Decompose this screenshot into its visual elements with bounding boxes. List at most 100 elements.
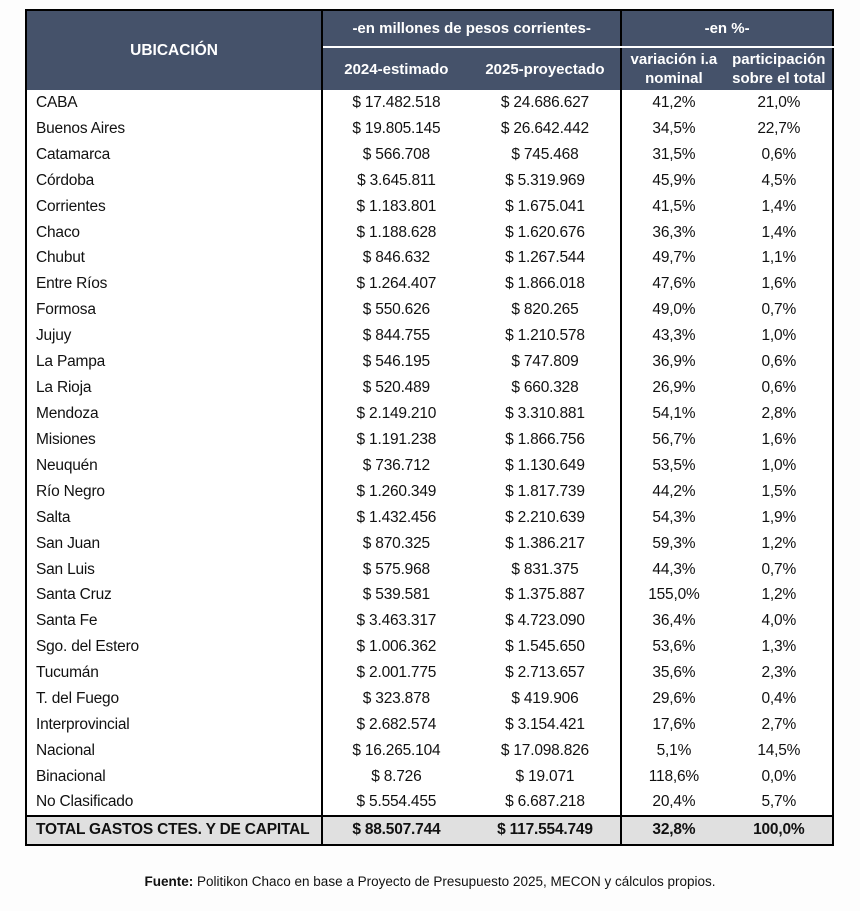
- row-value: $ 19.805.145: [352, 119, 441, 137]
- row-location: Corrientes: [26, 193, 324, 220]
- row-value: 2,8%: [761, 405, 797, 423]
- row-value: $ 1.432.456: [356, 508, 437, 526]
- table-row: San Juan $ 870.325 $ 1.386.217 59,3% 1,2%: [26, 530, 833, 557]
- row-value: 53,5%: [620, 452, 726, 479]
- row-value: $ 1.866.756: [505, 430, 585, 448]
- row-value: 1,1%: [761, 249, 797, 267]
- row-location: Río Negro: [26, 478, 324, 505]
- row-value: 36,9%: [620, 349, 726, 376]
- row-value: 43,3%: [620, 323, 726, 350]
- row-location: No Clasificado: [26, 789, 324, 816]
- total-2024: $ 88.507.744: [322, 814, 470, 845]
- row-value: 4,0%: [761, 612, 797, 630]
- row-value: $ 1.817.739: [505, 482, 585, 500]
- row-location: Interprovincial: [26, 712, 324, 739]
- table-row: La Rioja $ 520.489 $ 660.328 26,9% 0,6%: [26, 375, 833, 402]
- total-variacion: 32,8%: [620, 814, 726, 845]
- row-location: Sgo. del Estero: [26, 634, 324, 661]
- row-value: $ 3.463.317: [356, 612, 437, 630]
- row-value: 1,2%: [761, 534, 797, 552]
- row-value: $ 1.188.628: [356, 223, 437, 241]
- header-col-participacion: participación sobre el total: [725, 47, 833, 90]
- row-value: $ 1.183.801: [356, 197, 437, 215]
- row-value: 1,3%: [761, 638, 797, 656]
- row-location: San Luis: [26, 556, 324, 583]
- row-value: $ 1.006.362: [356, 638, 437, 656]
- table-row: CABA $ 17.482.518 $ 24.686.627 41,2% 21,0%: [26, 90, 833, 116]
- row-value: $ 846.632: [362, 249, 430, 267]
- row-value: 0,6%: [761, 379, 797, 397]
- budget-table: UBICACIÓN -en millones de pesos corrient…: [25, 9, 834, 846]
- row-value: $ 1.191.238: [356, 430, 437, 448]
- row-value: $ 870.325: [362, 534, 430, 552]
- row-value: 44,3%: [620, 556, 726, 583]
- row-location: La Rioja: [26, 375, 324, 402]
- row-value: $ 2.001.775: [356, 664, 437, 682]
- table-row: Santa Fe $ 3.463.317 $ 4.723.090 36,4% 4,0%: [26, 608, 833, 635]
- row-value: 49,0%: [620, 297, 726, 324]
- row-value: 1,0%: [761, 456, 797, 474]
- source-label: Fuente:: [144, 874, 194, 889]
- table-row: Chubut $ 846.632 $ 1.267.544 49,7% 1,1%: [26, 245, 833, 272]
- row-value: $ 5.319.969: [505, 171, 585, 189]
- row-value: 1,0%: [761, 327, 797, 345]
- row-value: $ 844.755: [362, 327, 430, 345]
- row-value: 5,1%: [620, 738, 726, 764]
- row-value: 44,2%: [620, 478, 726, 505]
- table-row: Entre Ríos $ 1.264.407 $ 1.866.018 47,6% 1,6…: [26, 271, 833, 298]
- row-value: 53,6%: [620, 634, 726, 661]
- row-value: $ 24.686.627: [500, 93, 589, 111]
- row-value: $ 17.098.826: [500, 742, 589, 759]
- total-label: TOTAL GASTOS CTES. Y DE CAPITAL: [26, 814, 324, 845]
- row-value: $ 1.386.217: [505, 534, 585, 552]
- row-location: Jujuy: [26, 323, 324, 350]
- table-row: Neuquén $ 736.712 $ 1.130.649 53,5% 1,0%: [26, 452, 833, 479]
- row-value: $ 745.468: [511, 145, 579, 163]
- row-value: 0,4%: [761, 690, 797, 708]
- row-value: 0,6%: [761, 353, 797, 371]
- row-value: $ 575.968: [362, 560, 430, 578]
- row-value: 0,6%: [761, 145, 797, 163]
- row-value: 1,9%: [761, 508, 797, 526]
- header-col-2025: 2025-proyectado: [469, 47, 622, 90]
- row-value: $ 1.675.041: [505, 197, 585, 215]
- row-value: $ 1.260.349: [356, 482, 437, 500]
- table-row: Tucumán $ 2.001.775 $ 2.713.657 35,6% 2,3%: [26, 660, 833, 687]
- total-participacion: 100,0%: [725, 814, 833, 845]
- table-row: San Luis $ 575.968 $ 831.375 44,3% 0,7%: [26, 556, 833, 583]
- row-value: 1,4%: [761, 223, 797, 241]
- row-value: 1,2%: [761, 586, 797, 604]
- table-body: CABA $ 17.482.518 $ 24.686.627 41,2% 21,0% Bu…: [26, 90, 833, 816]
- row-location: Salta: [26, 504, 324, 531]
- row-value: $ 1.620.676: [505, 223, 585, 241]
- row-value: 21,0%: [757, 93, 801, 111]
- row-location: Nacional: [26, 738, 324, 764]
- row-value: 17,6%: [620, 712, 726, 739]
- row-value: $ 17.482.518: [352, 93, 441, 111]
- row-value: $ 1.264.407: [356, 275, 437, 293]
- row-value: 36,3%: [620, 219, 726, 246]
- row-value: $ 546.195: [362, 353, 430, 371]
- row-value: 0,7%: [761, 560, 797, 578]
- row-value: 155,0%: [620, 582, 726, 609]
- table-row: Chaco $ 1.188.628 $ 1.620.676 36,3% 1,4%: [26, 219, 833, 246]
- header-group-percent: -en %-: [620, 10, 833, 48]
- table-row: La Pampa $ 546.195 $ 747.809 36,9% 0,6%: [26, 349, 833, 376]
- table-row: Misiones $ 1.191.238 $ 1.866.756 56,7% 1,6%: [26, 426, 833, 453]
- row-location: Tucumán: [26, 660, 324, 687]
- row-value: 0,7%: [761, 301, 797, 319]
- row-value: $ 820.265: [511, 301, 579, 319]
- row-value: 59,3%: [620, 530, 726, 557]
- row-value: 36,4%: [620, 608, 726, 635]
- row-value: 34,5%: [620, 115, 726, 142]
- row-value: 5,7%: [761, 793, 797, 811]
- row-location: CABA: [26, 90, 324, 116]
- row-value: 1,6%: [761, 275, 797, 293]
- row-value: 1,4%: [761, 197, 797, 215]
- table-row: Jujuy $ 844.755 $ 1.210.578 43,3% 1,0%: [26, 323, 833, 350]
- row-value: 56,7%: [620, 426, 726, 453]
- row-value: $ 539.581: [362, 586, 430, 604]
- table-row: Salta $ 1.432.456 $ 2.210.639 54,3% 1,9%: [26, 504, 833, 531]
- table-row: Río Negro $ 1.260.349 $ 1.817.739 44,2% 1,5%: [26, 478, 833, 505]
- row-value: $ 1.267.544: [505, 249, 585, 267]
